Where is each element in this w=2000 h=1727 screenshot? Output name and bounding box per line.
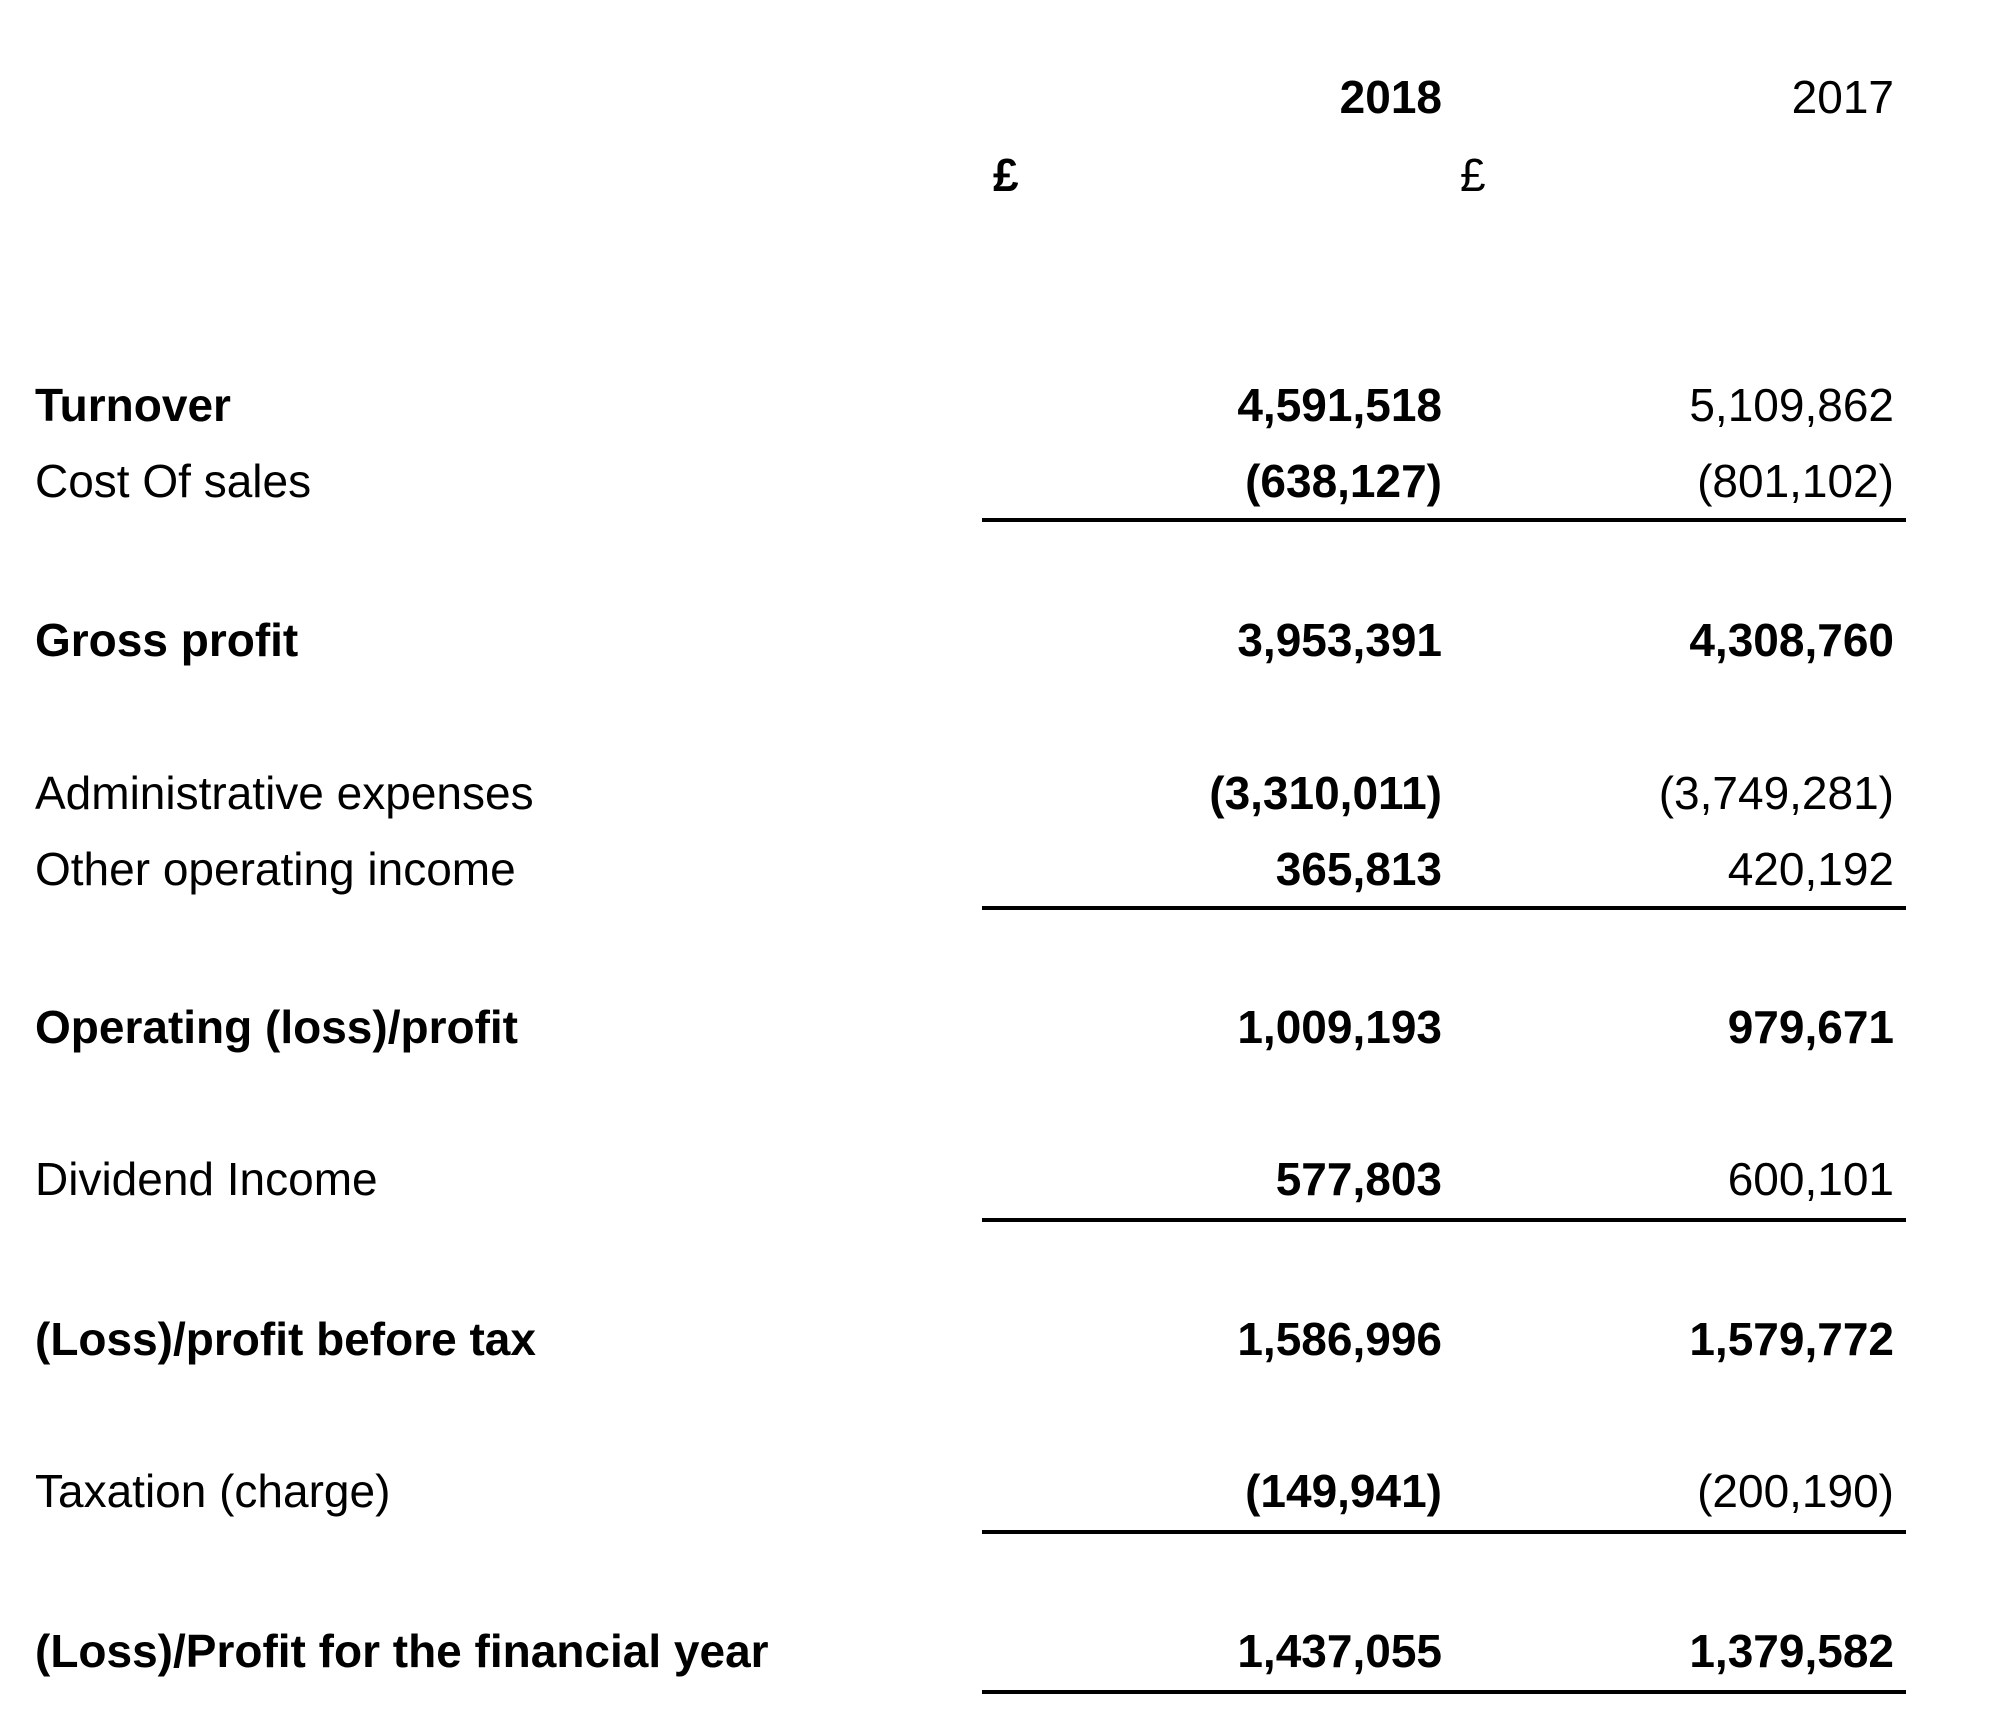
year-current-header: 2018 [1339, 71, 1442, 123]
row-label-gross-profit: Gross profit [35, 614, 299, 666]
row-prior-gross-profit: 4,308,760 [1689, 614, 1894, 666]
row-prior-profit-before-tax: 1,579,772 [1689, 1313, 1894, 1365]
subtotal-rule [982, 1530, 1906, 1534]
row-prior-other-operating-income: 420,192 [1727, 843, 1894, 895]
row-prior-profit-for-year: 1,379,582 [1689, 1625, 1894, 1677]
row-label-dividend-income: Dividend Income [35, 1153, 378, 1205]
row-prior-administrative-expenses: (3,749,281) [1658, 767, 1894, 819]
row-prior-turnover: 5,109,862 [1689, 379, 1894, 431]
row-label-operating-profit: Operating (loss)/profit [35, 1001, 518, 1053]
row-current-gross-profit: 3,953,391 [1237, 614, 1442, 666]
row-current-taxation: (149,941) [1245, 1465, 1442, 1517]
year-prior-header: 2017 [1791, 71, 1894, 123]
currency-prior-header: £ [1460, 149, 1486, 201]
row-current-administrative-expenses: (3,310,011) [1209, 767, 1442, 819]
subtotal-rule [982, 1218, 1906, 1222]
currency-current-header: £ [993, 149, 1019, 201]
subtotal-rule [982, 518, 1906, 522]
row-current-dividend-income: 577,803 [1275, 1153, 1442, 1205]
row-label-taxation: Taxation (charge) [35, 1465, 391, 1517]
row-current-other-operating-income: 365,813 [1275, 843, 1442, 895]
subtotal-rule [982, 906, 1906, 910]
row-label-cost-of-sales: Cost Of sales [35, 455, 312, 507]
row-current-profit-before-tax: 1,586,996 [1237, 1313, 1442, 1365]
row-label-other-operating-income: Other operating income [35, 843, 516, 895]
row-label-profit-for-year: (Loss)/Profit for the financial year [35, 1625, 769, 1677]
row-label-profit-before-tax: (Loss)/profit before tax [35, 1313, 536, 1365]
row-prior-cost-of-sales: (801,102) [1697, 455, 1894, 507]
row-current-operating-profit: 1,009,193 [1237, 1001, 1442, 1053]
row-prior-operating-profit: 979,671 [1727, 1001, 1894, 1053]
total-rule [982, 1690, 1906, 1694]
row-current-turnover: 4,591,518 [1237, 379, 1442, 431]
row-prior-dividend-income: 600,101 [1727, 1153, 1894, 1205]
row-current-cost-of-sales: (638,127) [1245, 455, 1442, 507]
row-current-profit-for-year: 1,437,055 [1237, 1625, 1442, 1677]
row-label-turnover: Turnover [35, 379, 231, 431]
row-label-administrative-expenses: Administrative expenses [35, 767, 534, 819]
row-prior-taxation: (200,190) [1697, 1465, 1894, 1517]
